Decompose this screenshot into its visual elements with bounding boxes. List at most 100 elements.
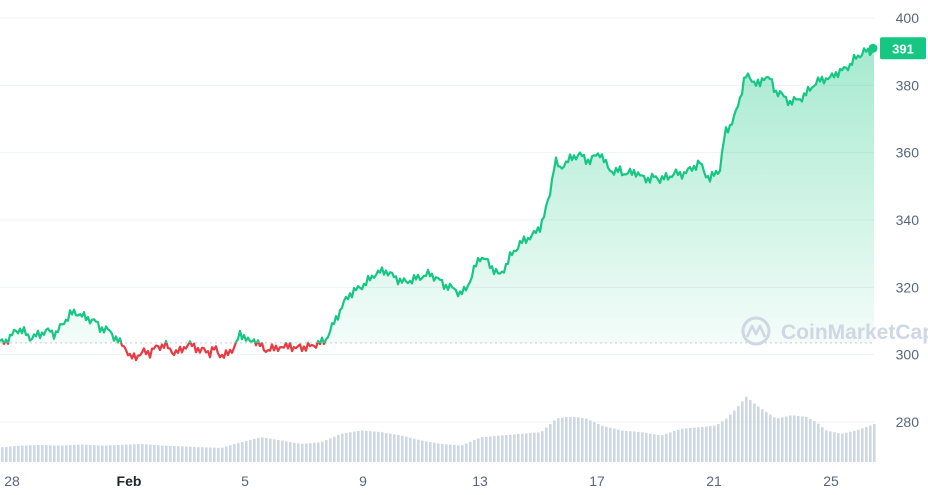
current-price-marker: 391 — [868, 37, 926, 60]
volume-bar — [265, 437, 268, 462]
volume-bar — [541, 431, 544, 462]
volume-bar — [813, 420, 816, 462]
volume-bar — [445, 444, 448, 462]
volume-bar — [769, 414, 772, 462]
volume-bar — [781, 417, 784, 462]
volume-bar — [625, 430, 628, 462]
volume-bar — [585, 418, 588, 462]
volume-bar — [681, 428, 684, 462]
volume-bar — [161, 445, 164, 462]
volume-bar — [121, 444, 124, 462]
volume-bar — [869, 425, 872, 462]
volume-bar — [841, 433, 844, 462]
current-price-dot — [868, 43, 878, 53]
x-tick-label: 5 — [241, 473, 249, 489]
volume-bar — [569, 416, 572, 462]
volume-bar — [141, 443, 144, 462]
volume-bar — [325, 440, 328, 462]
volume-bar — [253, 438, 256, 462]
volume-bar — [41, 444, 44, 462]
volume-bar — [353, 431, 356, 462]
volume-bar — [85, 444, 88, 462]
x-tick-label: 28 — [4, 473, 20, 489]
volume-bar — [305, 443, 308, 462]
volume-bar — [289, 442, 292, 462]
volume-bar — [209, 447, 212, 462]
volume-bar — [481, 437, 484, 462]
volume-bar — [697, 427, 700, 462]
volume-bar — [77, 444, 80, 462]
volume-bar — [473, 440, 476, 462]
volume-bars — [1, 396, 876, 462]
volume-bar — [277, 440, 280, 462]
volume-bar — [685, 428, 688, 462]
volume-bar — [213, 447, 216, 462]
volume-bar — [577, 417, 580, 462]
volume-bar — [605, 426, 608, 462]
volume-bar — [669, 432, 672, 462]
volume-bar — [497, 435, 500, 462]
volume-bar — [537, 432, 540, 462]
volume-bar — [853, 430, 856, 462]
volume-bar — [349, 432, 352, 462]
volume-bar — [437, 443, 440, 462]
volume-bar — [737, 406, 740, 462]
price-line-down — [2, 342, 326, 362]
volume-bar — [401, 435, 404, 462]
volume-bar — [393, 434, 396, 462]
watermark-text: CoinMarketCap — [781, 321, 928, 344]
volume-bar — [101, 445, 104, 462]
volume-bar — [461, 445, 464, 462]
volume-bar — [261, 437, 264, 462]
volume-bar — [113, 445, 116, 462]
y-tick-label: 340 — [896, 212, 920, 228]
volume-bar — [57, 445, 60, 462]
volume-bar — [249, 439, 252, 462]
volume-bar — [93, 445, 96, 462]
y-tick-label: 320 — [896, 279, 920, 295]
volume-bar — [517, 434, 520, 462]
y-tick-label: 380 — [896, 77, 920, 93]
volume-bar — [457, 445, 460, 462]
volume-bar — [33, 445, 36, 462]
volume-bar — [29, 445, 32, 462]
volume-bar — [501, 435, 504, 462]
volume-bar — [157, 445, 160, 462]
volume-bar — [321, 441, 324, 462]
volume-bar — [485, 436, 488, 462]
volume-bar — [345, 432, 348, 462]
volume-bar — [257, 437, 260, 462]
volume-bar — [117, 444, 120, 462]
volume-bar — [793, 415, 796, 462]
volume-bar — [529, 433, 532, 462]
volume-bar — [105, 445, 108, 462]
price-area-fill — [0, 48, 874, 343]
y-tick-label: 280 — [896, 414, 920, 430]
volume-bar — [553, 420, 556, 462]
volume-bar — [745, 396, 748, 462]
volume-bar — [477, 438, 480, 462]
volume-bar — [525, 433, 528, 462]
volume-bar — [317, 442, 320, 462]
volume-bar — [17, 445, 20, 462]
volume-bar — [73, 444, 76, 462]
volume-bar — [193, 446, 196, 462]
volume-bar — [333, 436, 336, 462]
volume-bar — [49, 445, 52, 462]
volume-bar — [753, 403, 756, 462]
volume-bar — [717, 424, 720, 462]
volume-bar — [409, 437, 412, 462]
volume-bar — [177, 446, 180, 462]
volume-bar — [145, 444, 148, 462]
volume-bar — [165, 445, 168, 462]
volume-bar — [757, 406, 760, 462]
volume-bar — [429, 442, 432, 462]
volume-bar — [741, 401, 744, 462]
volume-bar — [389, 433, 392, 462]
volume-bar — [433, 442, 436, 462]
volume-bar — [761, 409, 764, 462]
x-axis: 28 Feb 5 9 13 17 21 25 — [4, 473, 839, 489]
volume-bar — [61, 445, 64, 462]
volume-bar — [109, 445, 112, 462]
